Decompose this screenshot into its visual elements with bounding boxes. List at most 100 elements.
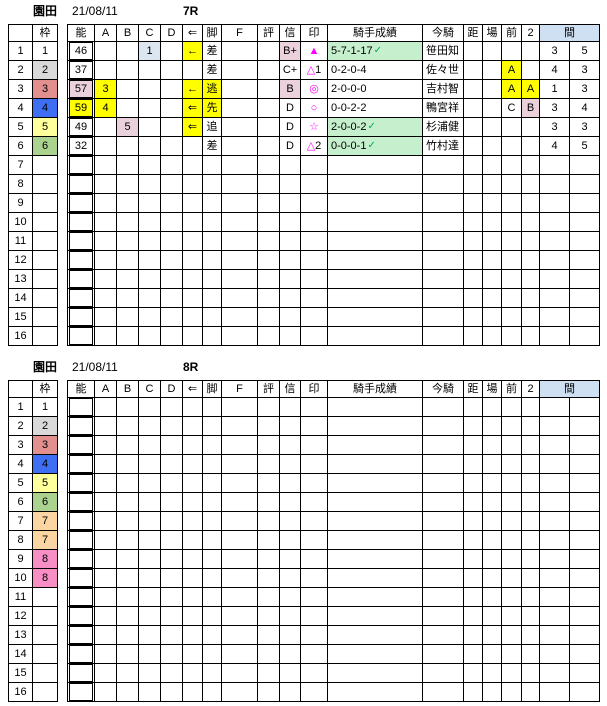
cell-seiseki[interactable] — [328, 512, 423, 531]
cell-shin[interactable] — [280, 588, 301, 607]
cell-ba[interactable] — [483, 607, 502, 626]
cell-shin[interactable] — [280, 308, 301, 327]
cell-D[interactable] — [161, 474, 183, 493]
cell-kisha[interactable] — [423, 664, 464, 683]
cell-A[interactable] — [95, 175, 117, 194]
cell-noh[interactable] — [67, 251, 95, 270]
cell-D[interactable] — [161, 417, 183, 436]
cell-B[interactable] — [117, 270, 139, 289]
cell-seiseki[interactable] — [328, 645, 423, 664]
cell-F[interactable] — [222, 270, 258, 289]
cell-two[interactable] — [522, 42, 540, 61]
cell-B[interactable] — [117, 99, 139, 118]
cell-kisha[interactable] — [423, 626, 464, 645]
cell-D[interactable] — [161, 455, 183, 474]
cell-kyo[interactable] — [464, 569, 483, 588]
cell-F[interactable] — [222, 436, 258, 455]
cell-noh[interactable] — [67, 493, 95, 512]
cell-B[interactable] — [117, 493, 139, 512]
cell-B[interactable] — [117, 588, 139, 607]
cell-ashi[interactable] — [203, 251, 222, 270]
cell-two[interactable] — [522, 512, 540, 531]
cell-D[interactable] — [161, 626, 183, 645]
cell-two[interactable] — [522, 664, 540, 683]
noh-input-box[interactable]: 59 — [69, 99, 93, 117]
cell-ba[interactable] — [483, 645, 502, 664]
cell-noh[interactable] — [67, 626, 95, 645]
cell-B[interactable] — [117, 417, 139, 436]
cell-A[interactable] — [95, 61, 117, 80]
cell-ba[interactable] — [483, 493, 502, 512]
cell-mae[interactable] — [502, 194, 522, 213]
cell-seiseki[interactable] — [328, 683, 423, 702]
cell-two[interactable] — [522, 626, 540, 645]
noh-input-box[interactable] — [69, 213, 93, 231]
cell-noh[interactable] — [67, 417, 95, 436]
cell-kyo[interactable] — [464, 607, 483, 626]
cell-D[interactable] — [161, 550, 183, 569]
cell-ma1[interactable] — [540, 626, 570, 645]
cell-ma2[interactable]: 5 — [570, 42, 600, 61]
cell-ashi[interactable] — [203, 289, 222, 308]
cell-waku[interactable] — [33, 232, 58, 251]
cell-A[interactable] — [95, 417, 117, 436]
cell-ba[interactable] — [483, 80, 502, 99]
cell-waku[interactable] — [33, 156, 58, 175]
row-number-cell[interactable]: 3 — [8, 80, 33, 99]
cell-shin[interactable] — [280, 474, 301, 493]
row-number-cell[interactable]: 1 — [8, 398, 33, 417]
cell-B[interactable] — [117, 232, 139, 251]
cell-kyo[interactable] — [464, 156, 483, 175]
cell-D[interactable] — [161, 531, 183, 550]
cell-waku[interactable] — [33, 175, 58, 194]
cell-ashi[interactable] — [203, 175, 222, 194]
cell-C[interactable] — [139, 683, 161, 702]
cell-F[interactable] — [222, 327, 258, 346]
cell-kyo[interactable] — [464, 327, 483, 346]
cell-F[interactable] — [222, 156, 258, 175]
cell-arr[interactable] — [183, 270, 203, 289]
cell-ma2[interactable] — [570, 213, 600, 232]
noh-input-box[interactable] — [69, 289, 93, 307]
cell-kyo[interactable] — [464, 474, 483, 493]
cell-C[interactable] — [139, 512, 161, 531]
cell-mae[interactable] — [502, 607, 522, 626]
cell-two[interactable] — [522, 569, 540, 588]
cell-in[interactable] — [301, 664, 328, 683]
cell-kyo[interactable] — [464, 664, 483, 683]
cell-arr[interactable]: ← — [183, 42, 203, 61]
cell-waku[interactable]: 3 — [33, 436, 58, 455]
cell-arr[interactable] — [183, 194, 203, 213]
cell-C[interactable] — [139, 626, 161, 645]
cell-ma1[interactable] — [540, 175, 570, 194]
cell-waku[interactable]: 3 — [33, 80, 58, 99]
cell-seiseki[interactable] — [328, 417, 423, 436]
row-number-cell[interactable]: 6 — [8, 493, 33, 512]
cell-seiseki[interactable] — [328, 531, 423, 550]
cell-ma1[interactable] — [540, 436, 570, 455]
noh-input-box[interactable] — [69, 683, 93, 701]
cell-F[interactable] — [222, 417, 258, 436]
cell-kyo[interactable] — [464, 308, 483, 327]
row-number-cell[interactable]: 5 — [8, 474, 33, 493]
cell-C[interactable] — [139, 308, 161, 327]
cell-in[interactable] — [301, 512, 328, 531]
cell-B[interactable] — [117, 80, 139, 99]
cell-B[interactable] — [117, 289, 139, 308]
cell-ba[interactable] — [483, 61, 502, 80]
cell-ma2[interactable]: 3 — [570, 80, 600, 99]
cell-ba[interactable] — [483, 175, 502, 194]
cell-arr[interactable] — [183, 417, 203, 436]
cell-F[interactable] — [222, 289, 258, 308]
cell-seiseki[interactable] — [328, 398, 423, 417]
cell-shin[interactable] — [280, 683, 301, 702]
cell-ba[interactable] — [483, 436, 502, 455]
cell-ashi[interactable] — [203, 683, 222, 702]
cell-kyo[interactable] — [464, 42, 483, 61]
cell-mae[interactable] — [502, 156, 522, 175]
cell-noh[interactable] — [67, 398, 95, 417]
cell-ma2[interactable] — [570, 175, 600, 194]
cell-D[interactable] — [161, 251, 183, 270]
cell-C[interactable] — [139, 531, 161, 550]
cell-noh[interactable] — [67, 550, 95, 569]
